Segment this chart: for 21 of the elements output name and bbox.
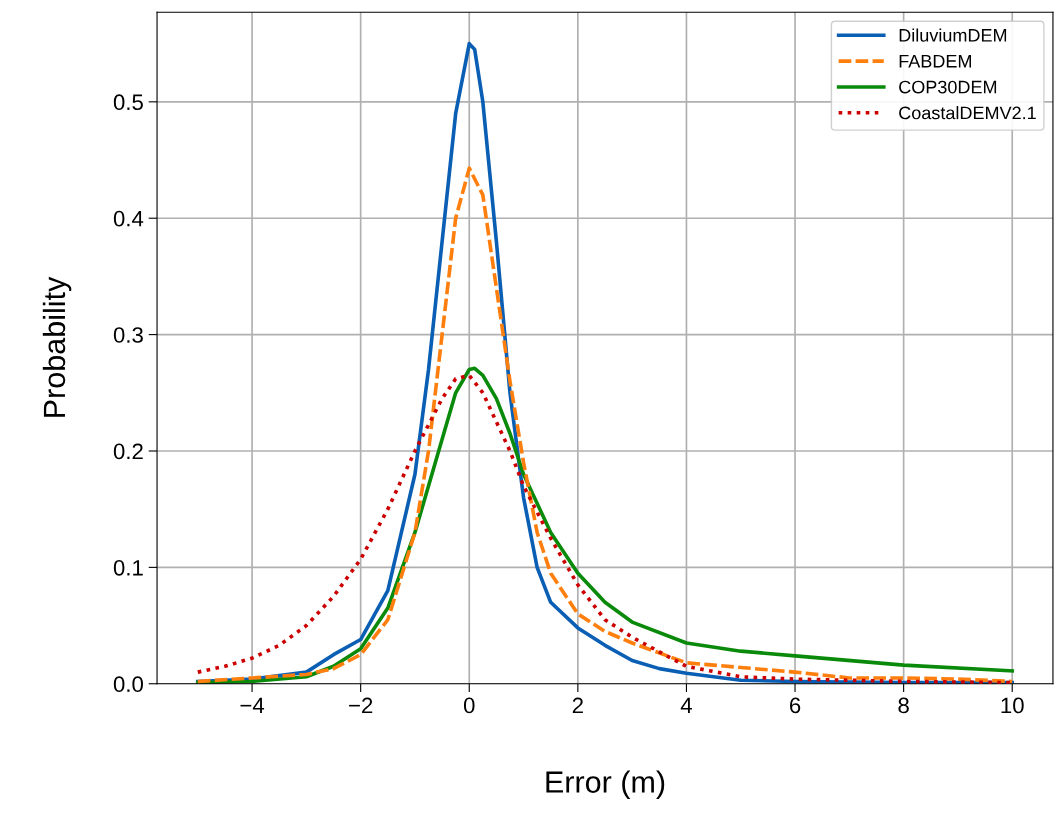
x-tick-label: 0 — [463, 697, 475, 714]
y-tick-label: 0.4 — [113, 210, 144, 227]
y-tick-label: 0.0 — [113, 676, 143, 693]
x-tick-label: −4 — [240, 697, 265, 714]
legend-label: CoastalDEMV2.1 — [899, 106, 1036, 120]
legend-label: FABDEM — [899, 54, 971, 68]
x-tick-label: 2 — [572, 697, 583, 714]
x-tick-label: 8 — [898, 697, 909, 714]
y-axis-title: Probability — [42, 276, 72, 417]
x-axis-title: Error (m) — [546, 770, 665, 799]
x-tick-label: −2 — [349, 697, 373, 714]
line-series — [195, 166, 1015, 684]
y-tick-label: 0.3 — [113, 327, 143, 343]
legend-label: COP30DEM — [899, 80, 997, 94]
x-tick-label: 10 — [1001, 697, 1024, 714]
x-tick-label: 4 — [680, 697, 692, 714]
y-tick-label: 0.5 — [113, 94, 143, 111]
legend-label: DiluviumDEM — [899, 28, 1007, 42]
x-tick-label: 6 — [789, 697, 801, 714]
y-tick-label: 0.2 — [113, 443, 143, 460]
y-tick-label: 0.1 — [113, 559, 143, 576]
